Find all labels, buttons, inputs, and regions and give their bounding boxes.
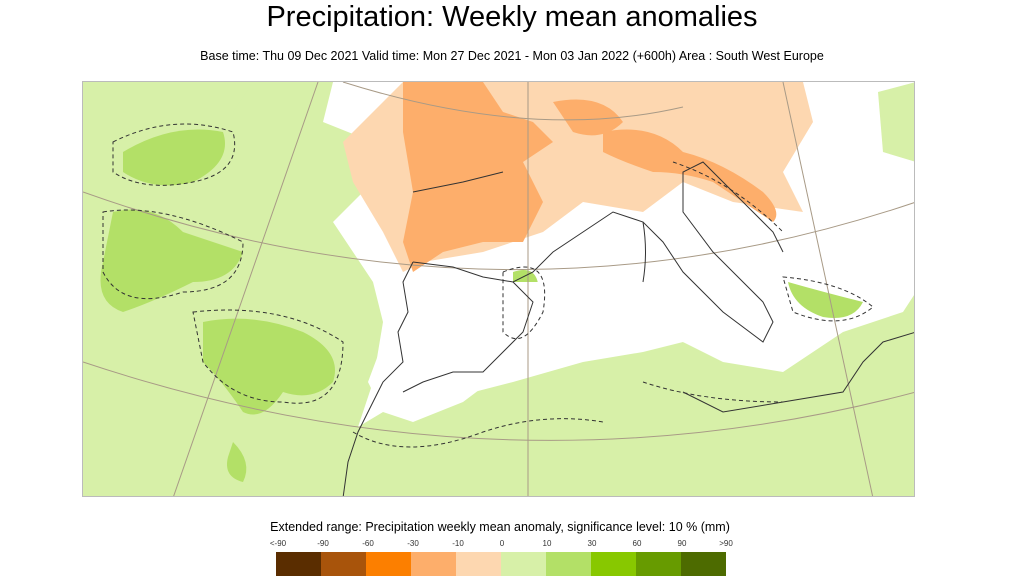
significance-contours [102, 123, 874, 448]
light-green-region-east [878, 82, 914, 162]
anomaly-map [82, 81, 915, 497]
iberia-no-anomaly [368, 262, 563, 422]
legend-swatch [636, 552, 681, 576]
legend-title: Extended range: Precipitation weekly mea… [270, 520, 730, 534]
legend-colorbar [276, 552, 726, 576]
legend-swatch [276, 552, 321, 576]
legend-tick: 60 [632, 539, 642, 548]
map-svg [83, 82, 914, 496]
green-region [203, 318, 335, 415]
legend-swatch [366, 552, 411, 576]
orange-region [553, 99, 623, 136]
legend-ticks: <-90 -90 -60 -30 -10 0 10 30 60 90 >90 [270, 539, 733, 551]
graticule [83, 82, 914, 496]
legend-swatch [321, 552, 366, 576]
legend-tick: -30 [407, 539, 419, 548]
legend-swatch [456, 552, 501, 576]
orange-region [603, 129, 777, 222]
legend-tick: 10 [542, 539, 552, 548]
green-region [227, 442, 247, 482]
legend-tick: 30 [587, 539, 597, 548]
legend-tick: 90 [677, 539, 687, 548]
chart-subtitle: Base time: Thu 09 Dec 2021 Valid time: M… [200, 49, 824, 63]
chart-title: Precipitation: Weekly mean anomalies [266, 1, 758, 33]
legend-swatch [411, 552, 456, 576]
legend-swatch [501, 552, 546, 576]
green-region [100, 209, 243, 312]
legend-tick: -60 [362, 539, 374, 548]
legend-tick: <-90 [269, 539, 287, 548]
orange-region [403, 82, 553, 272]
green-region [788, 282, 863, 318]
legend-tick: -10 [452, 539, 464, 548]
legend-swatch [681, 552, 726, 576]
legend-swatch [591, 552, 636, 576]
legend-tick: 0 [499, 539, 505, 548]
legend-tick: -90 [317, 539, 329, 548]
legend-tick: >90 [719, 539, 733, 548]
light-green-region-north [83, 82, 253, 122]
green-region [123, 129, 225, 186]
legend-swatch [546, 552, 591, 576]
